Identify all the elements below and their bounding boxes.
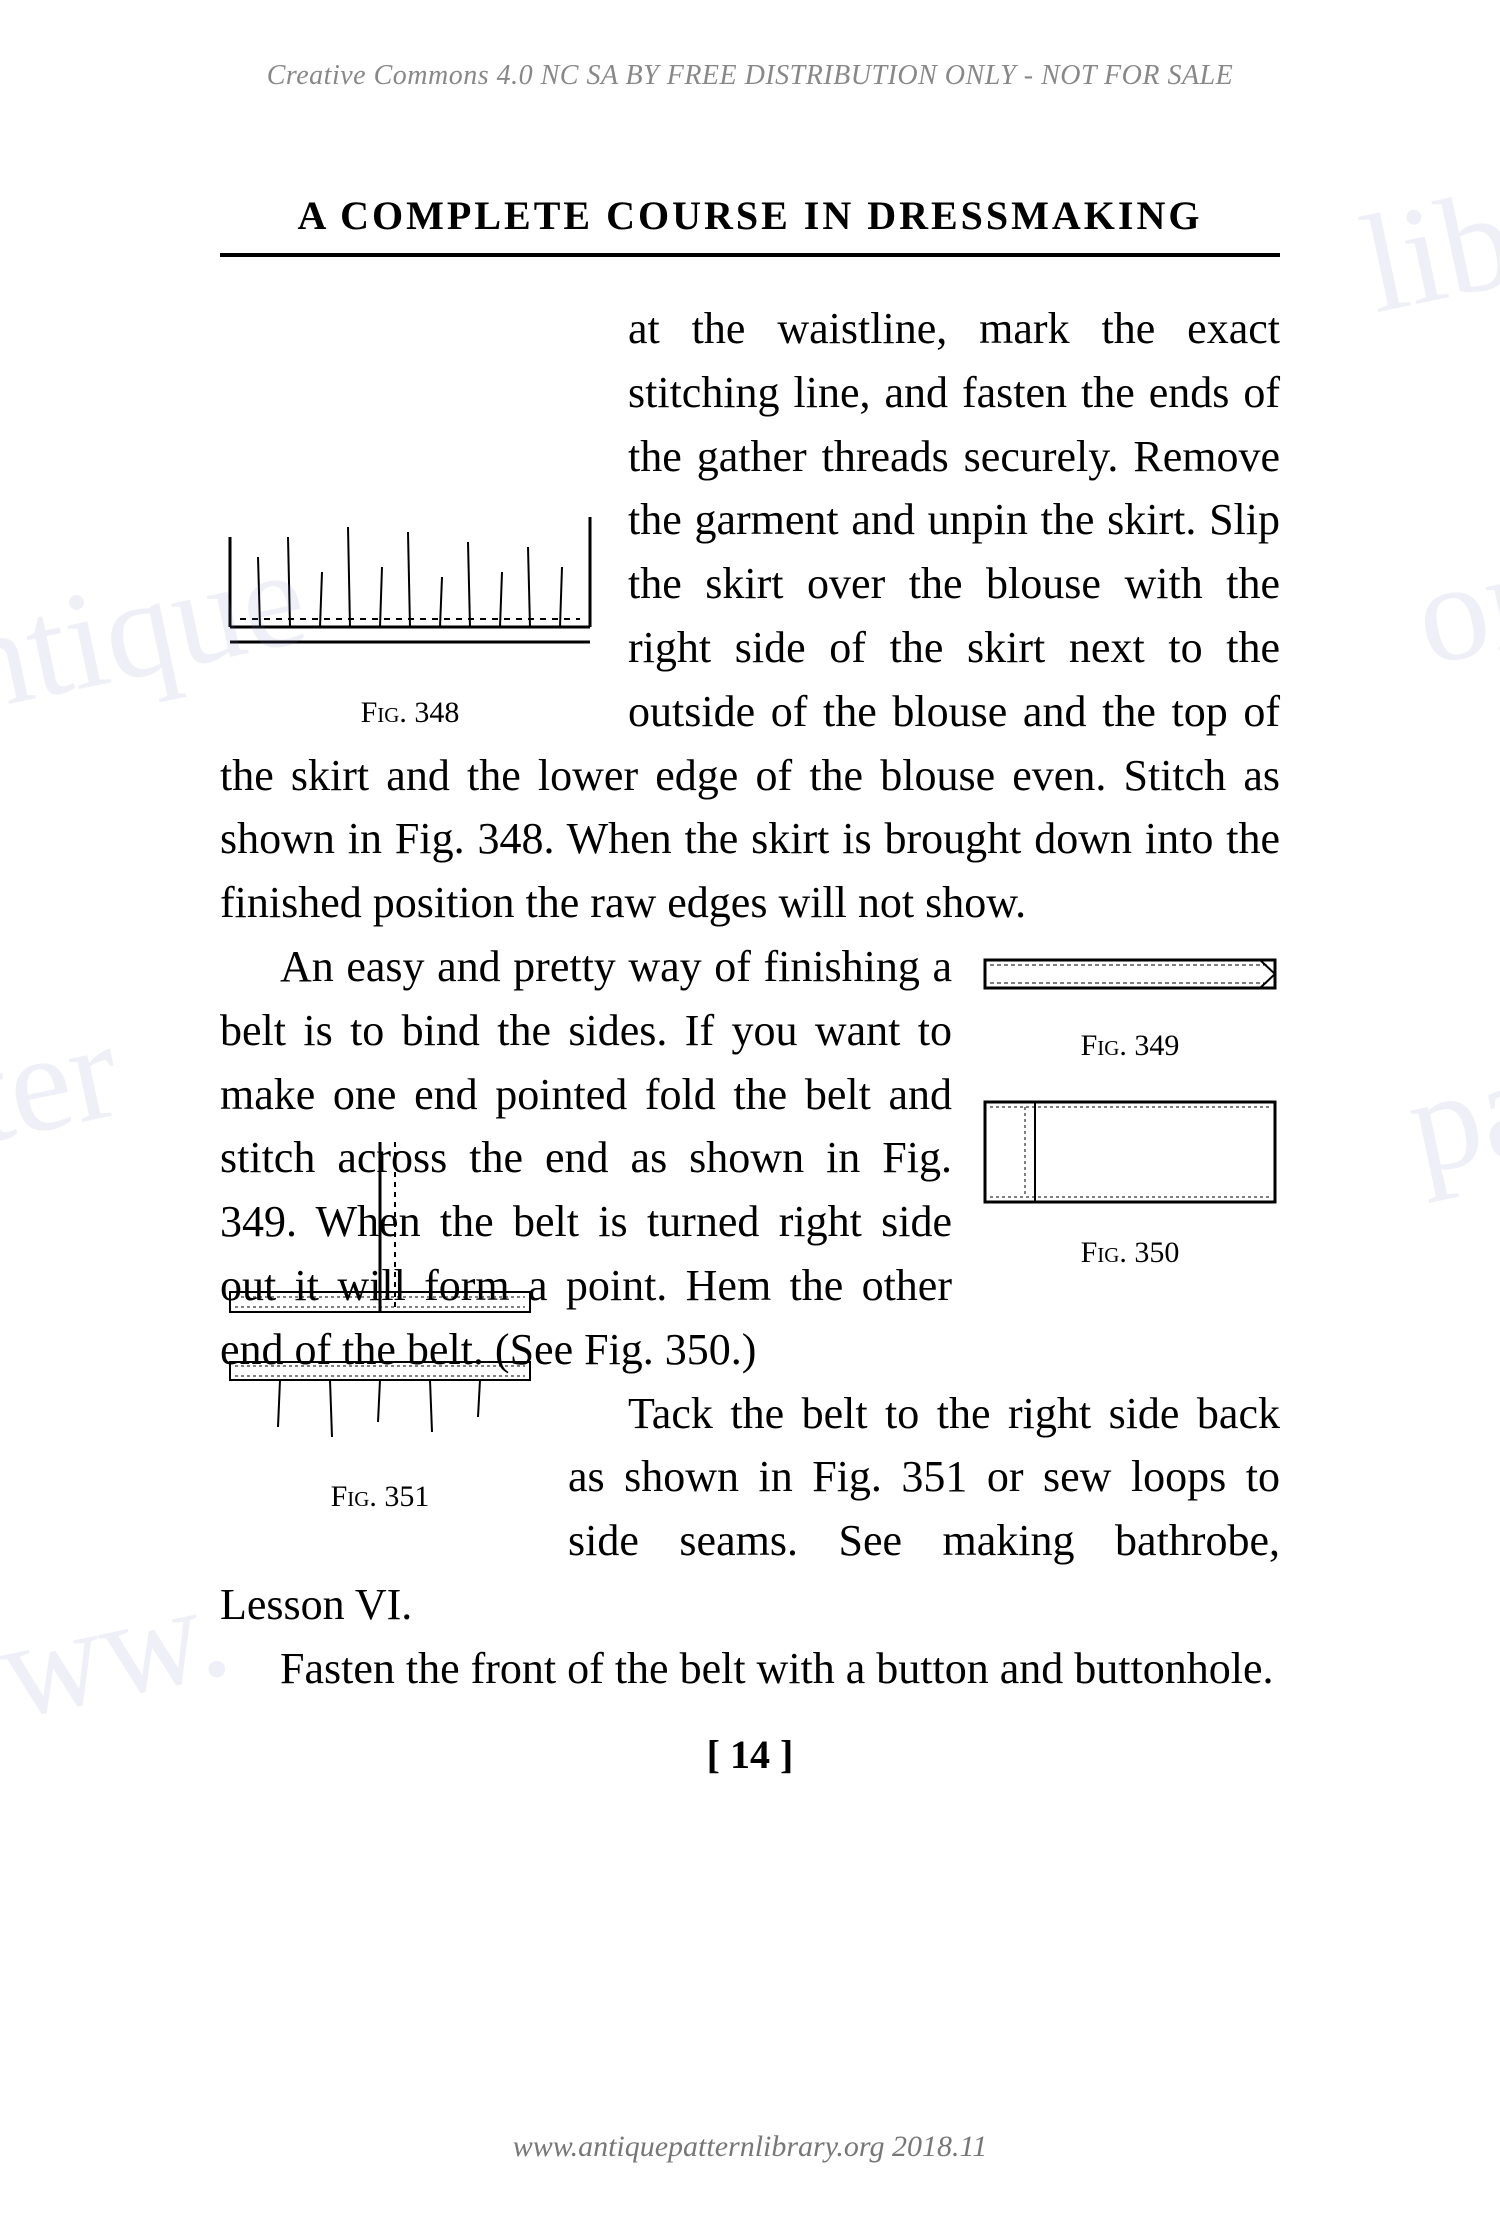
page-number: [ 14 ] [220,1731,1280,1778]
page-container: libra .antique org patter patte www. Cre… [0,0,1500,2224]
figure-351-caption: Fig. 351 [220,1475,540,1519]
watermark-text: org [1401,503,1500,699]
gathered-seam-illustration [220,477,600,667]
watermark-text: www. [0,1548,242,1774]
body-text: Fig. 348 at the waistline, mark the exac… [220,297,1280,1701]
figure-349: Fig. 349 [980,945,1280,1067]
figure-348: Fig. 348 [220,477,600,734]
figure-348-caption: Fig. 348 [220,691,600,735]
belt-pointed-illustration [980,945,1280,1000]
figure-349-350-stack: Fig. 349 Fig. 350 [980,945,1280,1275]
watermark-text: libra [1350,135,1500,346]
belt-hem-illustration [980,1097,1280,1207]
watermark-text: patter [0,989,132,1213]
license-header: Creative Commons 4.0 NC SA BY FREE DISTR… [220,60,1280,92]
figure-350-caption: Fig. 350 [980,1231,1280,1275]
footer-url: www.antiquepatternlibrary.org 2018.11 [0,2130,1500,2164]
figure-350: Fig. 350 [980,1097,1280,1274]
paragraph-4: Fasten the front of the belt with a butt… [220,1637,1280,1701]
watermark-text: patte [1394,993,1500,1207]
figure-349-caption: Fig. 349 [980,1024,1280,1068]
page-title: A COMPLETE COURSE IN DRESSMAKING [220,192,1280,257]
